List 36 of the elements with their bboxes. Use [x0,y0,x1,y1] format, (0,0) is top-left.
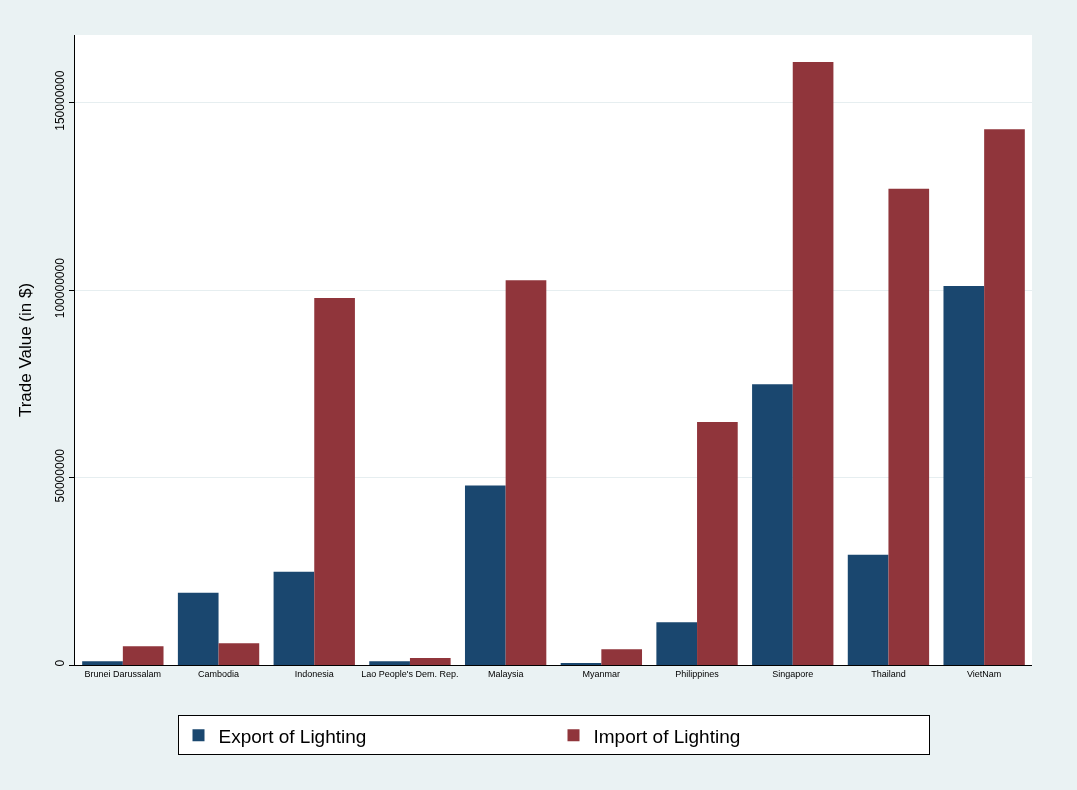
bar [82,661,123,665]
bar [984,129,1025,665]
bar [697,422,738,665]
bar [177,592,219,665]
legend-label: Import of Lighting [593,725,741,747]
x-tick-label: Thailand [871,668,906,679]
y-tick-label: 0 [53,659,68,667]
y-tick-label: 50000000 [53,448,68,503]
bar [792,62,834,665]
x-tick-label: Cambodia [198,668,240,679]
x-tick-label: VietNam [966,668,1002,679]
x-tick-label: Brunei Darussalam [84,668,162,679]
x-tick-label: Philippines [675,668,720,679]
bar [505,280,547,665]
bar [943,285,985,665]
bar [273,571,315,665]
y-tick-label: 100000000 [53,257,68,319]
bar [752,384,793,665]
bar [888,188,930,665]
x-tick-label: Singapore [772,668,814,679]
bar [369,661,410,665]
x-tick-label: Indonesia [294,668,334,679]
bar [409,657,451,665]
bar [601,649,643,665]
bar [464,485,506,665]
bar [656,622,698,665]
legend-label: Export of Lighting [218,725,367,747]
bar [847,554,889,665]
x-tick-label: Malaysia [487,668,524,679]
bar [218,643,260,665]
y-tick-label: 150000000 [53,70,68,131]
bar [314,297,355,665]
x-tick-label: Myanmar [582,668,621,679]
bar [122,646,164,665]
x-tick-label: Lao People's Dem. Rep. [361,668,459,679]
y-axis-title: Trade Value (in $) [16,282,35,418]
